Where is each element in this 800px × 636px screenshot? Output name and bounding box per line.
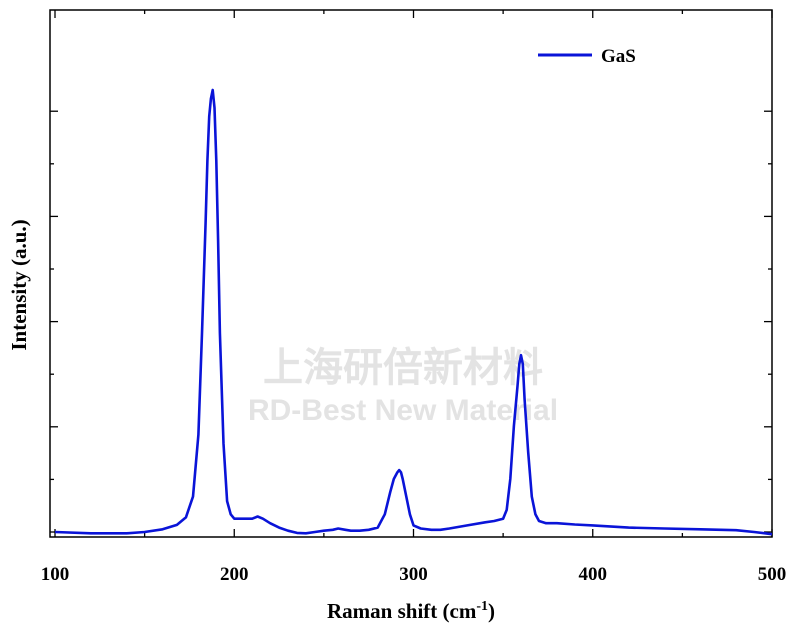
x-tick-label: 200 [220,564,249,585]
x-axis-tick-labels: 100 200 300 400 500 [41,564,787,585]
series-line-gas [54,88,773,536]
y-axis-ticks [50,110,772,533]
legend: GaS [538,46,636,67]
x-tick-label: 500 [758,564,787,585]
legend-label-gas: GaS [601,46,636,67]
watermark-cn: 上海研倍新材料 [263,345,543,391]
x-tick-label: 400 [579,564,608,585]
x-axis-ticks [54,10,773,537]
x-axis-title: Raman shift (cm-1) [327,599,495,623]
x-tick-label: 300 [399,564,428,585]
plot-frame [49,9,773,538]
watermark-en: RD-Best New Material [248,394,558,427]
y-axis-title: Intensity (a.u.) [7,219,31,350]
x-tick-label: 100 [41,564,70,585]
